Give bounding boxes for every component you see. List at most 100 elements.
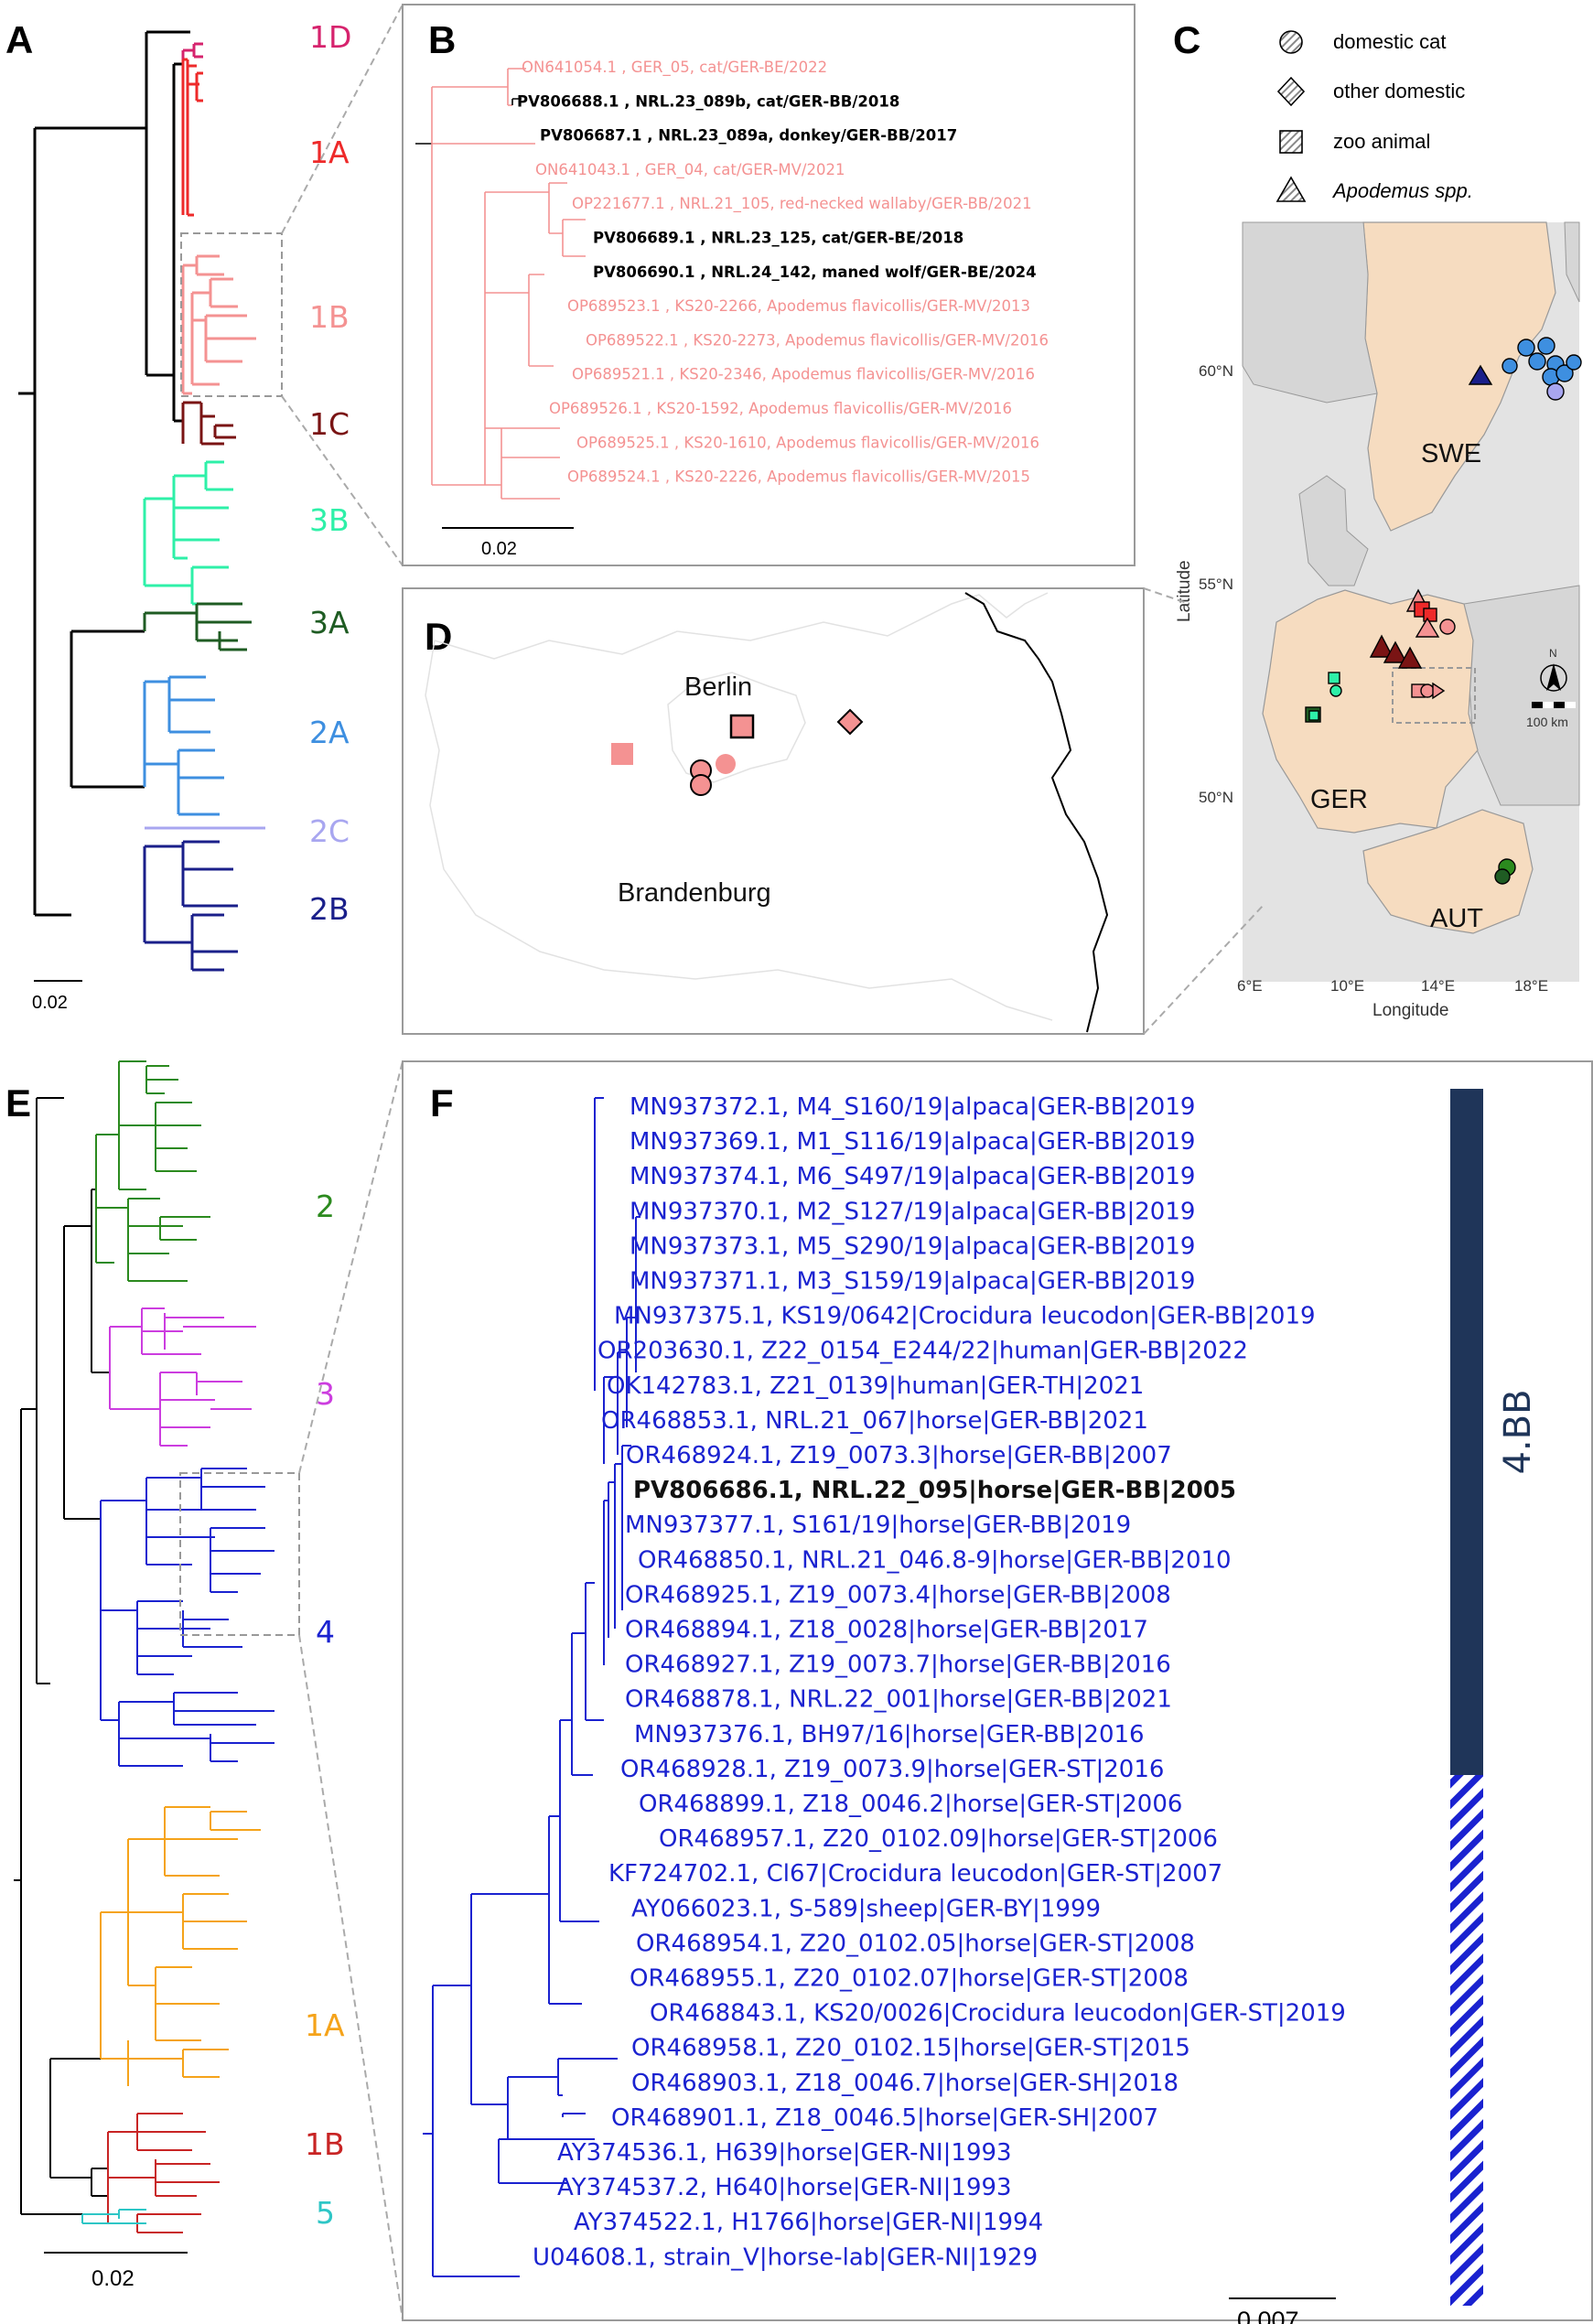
- sample-marker: [1432, 682, 1446, 700]
- clade-e2-label: 2: [316, 1189, 335, 1224]
- panel-b-tips: ON641054.1 , GER_05, cat/GER-BE/2022 PV80…: [517, 59, 1049, 486]
- tip-label: OR468958.1, Z20_0102.15|horse|GER-ST|201…: [631, 2035, 1190, 2062]
- tip-label: OP689526.1 , KS20-1592, Apodemus flavico…: [549, 400, 1012, 417]
- sample-marker: [1308, 710, 1319, 721]
- zoo-marker: [611, 743, 633, 765]
- zoom-line: [298, 1060, 404, 1474]
- clade-3b-label: 3B: [309, 502, 350, 538]
- tip-label: OR468901.1, Z18_0046.5|horse|GER-SH|2007: [611, 2104, 1158, 2132]
- tip-label: PV806690.1 , NRL.24_142, maned wolf/GER-…: [593, 264, 1037, 281]
- country-ger: GER: [1310, 785, 1368, 814]
- tip-label: PV806687.1 , NRL.23_089a, donkey/GER-BB/…: [540, 127, 957, 145]
- legend-label: Apodemus spp.: [1331, 179, 1473, 202]
- norway: [1242, 221, 1378, 403]
- lat-tick: 55°N: [1199, 576, 1233, 593]
- sample-marker: [1369, 634, 1394, 658]
- legend-label: zoo animal: [1333, 130, 1430, 153]
- sample-marker: [1555, 364, 1574, 382]
- tip-label: OR468924.1, Z19_0073.3|horse|GER-BB|2007: [626, 1442, 1172, 1469]
- sample-marker: [1329, 684, 1342, 697]
- panel-label-f: F: [430, 1081, 454, 1124]
- clade-e3-label: 3: [316, 1376, 335, 1412]
- scale-label-e: 0.02: [91, 2266, 135, 2291]
- clade-1c-label: 1C: [309, 406, 350, 442]
- legend-diamond-icon: [1276, 76, 1306, 107]
- group-bar-4bb: [1450, 1089, 1483, 1775]
- panel-label-a: A: [5, 18, 33, 61]
- group-bar-hatched: [1450, 1775, 1483, 2306]
- zoo-marker: [729, 714, 755, 739]
- panel-c-legend: domestic cat other domestic zoo animal A…: [1275, 30, 1473, 202]
- tip-label: OR468878.1, NRL.22_001|horse|GER-BB|2021: [625, 1686, 1172, 1714]
- poland: [1463, 585, 1580, 806]
- sample-marker: [1415, 617, 1440, 638]
- denmark: [1298, 475, 1369, 586]
- panel-c-map: [1242, 221, 1580, 982]
- lon-tick: 14°E: [1421, 977, 1455, 995]
- panel-d-frame: [402, 587, 1145, 1035]
- panel-b-frame: [402, 4, 1136, 566]
- tip-label: OP689521.1 , KS20-2346, Apodemus flavico…: [572, 366, 1035, 383]
- y-axis-label: Latitude: [1175, 560, 1194, 622]
- panel-a-tree: [18, 30, 265, 972]
- tip-label: OP689522.1 , KS20-2273, Apodemus flavico…: [586, 331, 1049, 349]
- tip-label: PV806688.1 , NRL.23_089b, cat/GER-BB/201…: [517, 92, 899, 110]
- sample-marker: [1420, 683, 1435, 698]
- tip-label: OR468928.1, Z19_0073.9|horse|GER-ST|2016: [620, 1756, 1164, 1783]
- clade-e4-label: 4: [316, 1614, 335, 1650]
- clade-2b-label: 2B: [309, 891, 350, 927]
- tip-label: AY374536.1, H639|horse|GER-NI|1993: [557, 2139, 1012, 2167]
- panel-f-frame: [402, 1060, 1593, 2321]
- sample-marker: [1468, 364, 1493, 385]
- tip-label: OR468850.1, NRL.21_046.8-9|horse|GER-BB|…: [638, 1546, 1232, 1574]
- legend-square-icon: [1279, 130, 1303, 154]
- tip-label: MN937369.1, M1_S116/19|alpaca|GER-BB|201…: [630, 1128, 1195, 1156]
- sample-marker: [1494, 868, 1511, 885]
- group-label-4bb: 4.BB: [1497, 1389, 1539, 1474]
- north-arrow: N: [1540, 647, 1567, 692]
- tip-label: OR468853.1, NRL.21_067|horse|GER-BB|2021: [601, 1407, 1148, 1435]
- sample-marker: [1439, 619, 1456, 635]
- tip-label: OR468925.1, Z19_0073.4|horse|GER-BB|2008: [625, 1581, 1171, 1609]
- panel-label-e: E: [5, 1081, 31, 1124]
- clade-3a-label: 3A: [309, 605, 350, 640]
- clade-e1a-label: 1A: [305, 2007, 345, 2043]
- svg-text:N: N: [1549, 647, 1557, 660]
- tip-label: OR468957.1, Z20_0102.09|horse|GER-ST|200…: [659, 1825, 1218, 1853]
- panel-label-b: B: [428, 18, 456, 61]
- legend-triangle-icon: [1275, 176, 1307, 202]
- panel-b-tree: [415, 68, 586, 500]
- lon-tick: 10°E: [1330, 977, 1364, 995]
- panel-label-d: D: [425, 615, 452, 658]
- tip-label: OR468955.1, Z20_0102.07|horse|GER-ST|200…: [630, 1965, 1189, 1993]
- tip-label: OP689524.1 , KS20-2226, Apodemus flavico…: [567, 468, 1030, 486]
- map-markers: [1305, 337, 1582, 885]
- tip-label: MN937370.1, M2_S127/19|alpaca|GER-BB|201…: [630, 1198, 1195, 1225]
- brandenburg-border: [434, 592, 1049, 660]
- clade-1b-label: 1B: [309, 299, 350, 335]
- tip-label: OR468894.1, Z18_0028|horse|GER-BB|2017: [625, 1617, 1148, 1644]
- brandenburg-border: [425, 640, 1053, 1021]
- tip-label: MN937374.1, M6_S497/19|alpaca|GER-BB|201…: [630, 1163, 1195, 1190]
- panel-f-tree: [423, 1097, 640, 2277]
- map-scale-label: 100 km: [1526, 715, 1568, 729]
- tip-label: MN937375.1, KS19/0642|Crocidura leucodon…: [614, 1303, 1316, 1330]
- tip-label: AY374537.2, H640|horse|GER-NI|1993: [557, 2174, 1012, 2201]
- berlin-box: [1392, 667, 1476, 724]
- berlin-border: [667, 672, 806, 783]
- scale-label-b: 0.02: [481, 539, 517, 559]
- clade-2c-label: 2C: [309, 813, 350, 849]
- tip-label: PV806689.1 , NRL.23_125, cat/GER-BE/2018: [593, 230, 963, 247]
- tip-label: ON641043.1 , GER_04, cat/GER-MV/2021: [535, 161, 845, 179]
- panel-e-tree: [14, 1060, 274, 2233]
- sample-marker: [1502, 358, 1518, 374]
- zoom-line: [1143, 905, 1264, 1035]
- sample-marker: [1517, 339, 1535, 357]
- legend-circle-icon: [1279, 30, 1303, 54]
- lon-tick: 6°E: [1237, 977, 1263, 995]
- tip-label: U04608.1, strain_V|horse-lab|GER-NI|1929: [533, 2243, 1038, 2271]
- tip-label: AY374522.1, H1766|horse|GER-NI|1994: [574, 2209, 1043, 2236]
- highlight-box-a: [180, 232, 283, 397]
- clade-1a-label: 1A: [309, 134, 350, 170]
